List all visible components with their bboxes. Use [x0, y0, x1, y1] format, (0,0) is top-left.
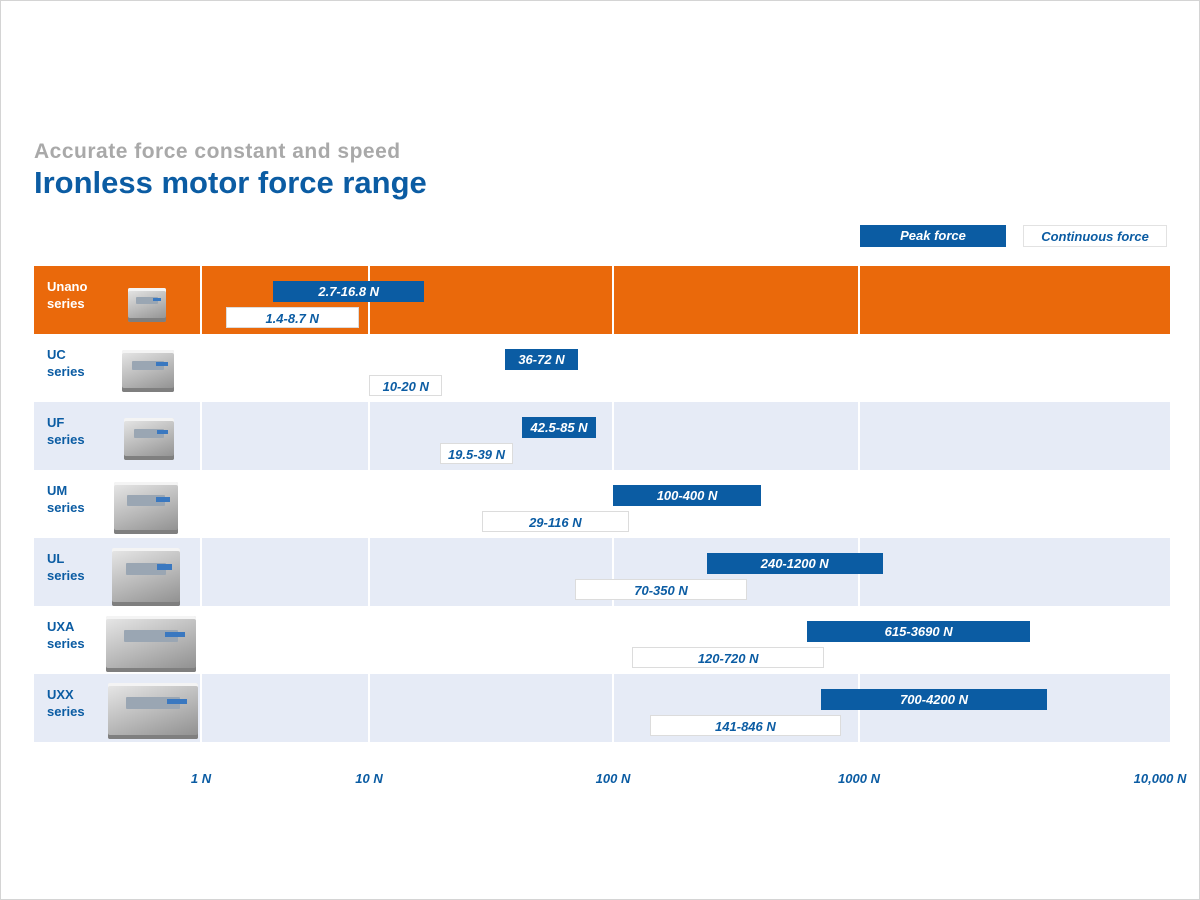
peak-force-bar: 700-4200 N: [820, 689, 1048, 710]
x-tick-label: 100 N: [595, 771, 631, 786]
legend-peak-force: Peak force: [860, 225, 1006, 247]
page-subtitle: Accurate force constant and speed: [34, 140, 401, 163]
row-band: [34, 334, 1170, 402]
uxa-motor-image: [106, 616, 196, 672]
series-label: UM series: [47, 483, 85, 515]
peak-force-bar: 2.7-16.8 N: [273, 281, 424, 302]
continuous-force-bar: 141-846 N: [649, 715, 842, 736]
continuous-force-bar: 1.4-8.7 N: [225, 307, 359, 328]
peak-force-bar: 615-3690 N: [807, 621, 1031, 642]
ul-motor-image: [112, 548, 180, 606]
peak-force-bar: 100-400 N: [613, 485, 762, 506]
continuous-force-bar: 10-20 N: [369, 375, 443, 396]
x-tick-label: 10 N: [355, 771, 383, 786]
peak-force-bar: 42.5-85 N: [522, 417, 596, 438]
series-label: Unano series: [47, 279, 88, 311]
series-label: UXA series: [47, 619, 85, 651]
legend-continuous-force: Continuous force: [1023, 225, 1167, 247]
series-label: UL series: [47, 551, 85, 583]
series-label: UC series: [47, 347, 85, 379]
uxx-motor-image: [108, 683, 198, 739]
x-tick-label: 1000 N: [838, 771, 880, 786]
continuous-force-bar: 70-350 N: [575, 579, 747, 600]
uf-motor-image: [124, 418, 174, 460]
x-tick-label: 1 N: [190, 771, 212, 786]
series-label: UXX series: [47, 687, 85, 719]
page-title: Ironless motor force range: [34, 165, 427, 200]
uc-motor-image: [122, 350, 174, 392]
x-tick-label: 10,000 N: [1133, 771, 1187, 786]
peak-force-bar: 240-1200 N: [706, 553, 883, 574]
unano-motor-image: [128, 288, 166, 322]
gridline: [368, 266, 370, 742]
row-band: [34, 402, 1170, 470]
continuous-force-bar: 29-116 N: [481, 511, 629, 532]
continuous-force-bar: 120-720 N: [632, 647, 824, 668]
peak-force-bar: 36-72 N: [504, 349, 579, 370]
gridline: [200, 266, 202, 742]
continuous-force-bar: 19.5-39 N: [439, 443, 514, 464]
series-label: UF series: [47, 415, 85, 447]
gridline: [858, 266, 860, 742]
row-band: [34, 266, 1170, 334]
um-motor-image: [114, 482, 178, 534]
